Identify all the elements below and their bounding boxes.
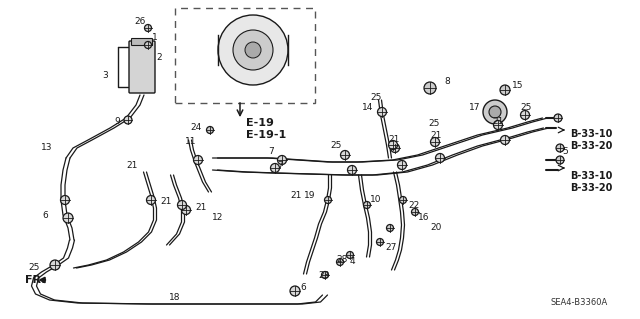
FancyBboxPatch shape — [131, 39, 152, 46]
Circle shape — [554, 114, 562, 122]
Text: FR.: FR. — [25, 275, 45, 285]
Text: 4: 4 — [350, 257, 356, 266]
Circle shape — [489, 106, 501, 118]
Text: 27: 27 — [385, 243, 396, 253]
Text: 17: 17 — [468, 103, 480, 113]
Circle shape — [388, 140, 397, 150]
Circle shape — [218, 15, 288, 85]
Circle shape — [424, 82, 436, 94]
Text: 23: 23 — [319, 271, 330, 279]
Text: 6: 6 — [42, 211, 48, 219]
Circle shape — [61, 196, 70, 204]
Text: 25: 25 — [330, 140, 341, 150]
Circle shape — [177, 201, 186, 210]
Circle shape — [145, 41, 152, 48]
Text: 25: 25 — [428, 118, 440, 128]
Text: 21: 21 — [127, 160, 138, 169]
Circle shape — [412, 209, 419, 216]
Circle shape — [278, 155, 287, 165]
Text: 19: 19 — [303, 190, 315, 199]
Circle shape — [500, 136, 509, 145]
Circle shape — [321, 271, 328, 278]
Text: 14: 14 — [362, 103, 373, 113]
Text: SEA4-B3360A: SEA4-B3360A — [551, 298, 608, 307]
Text: 21: 21 — [291, 190, 302, 199]
Circle shape — [520, 110, 529, 120]
Text: 5: 5 — [562, 147, 568, 157]
Circle shape — [337, 258, 344, 265]
Text: 7: 7 — [268, 147, 274, 157]
Circle shape — [376, 239, 383, 246]
Text: 25: 25 — [520, 103, 531, 113]
Text: B-33-10
B-33-20: B-33-10 B-33-20 — [570, 129, 612, 151]
Text: 3: 3 — [102, 70, 108, 79]
Text: 13: 13 — [40, 144, 52, 152]
Text: B-33-10
B-33-20: B-33-10 B-33-20 — [570, 171, 612, 193]
Circle shape — [483, 100, 507, 124]
Text: 21: 21 — [161, 197, 172, 206]
Text: 1: 1 — [152, 33, 158, 42]
Text: 24: 24 — [191, 123, 202, 132]
FancyBboxPatch shape — [129, 41, 155, 93]
Circle shape — [324, 197, 332, 204]
Circle shape — [233, 30, 273, 70]
Text: 2: 2 — [156, 54, 162, 63]
Circle shape — [556, 156, 564, 164]
Text: 20: 20 — [430, 224, 442, 233]
Circle shape — [378, 108, 387, 116]
Circle shape — [364, 202, 371, 209]
Text: 22: 22 — [408, 201, 419, 210]
Circle shape — [245, 42, 261, 58]
Text: 12: 12 — [212, 213, 223, 222]
Circle shape — [124, 116, 132, 124]
Circle shape — [147, 196, 156, 204]
Circle shape — [145, 25, 152, 32]
Circle shape — [500, 85, 510, 95]
Text: 25: 25 — [370, 93, 381, 102]
Text: 28: 28 — [337, 256, 348, 264]
Circle shape — [193, 155, 202, 165]
Text: 11: 11 — [185, 137, 196, 146]
Text: 25: 25 — [29, 263, 40, 272]
Circle shape — [50, 260, 60, 270]
Circle shape — [346, 251, 353, 258]
Circle shape — [431, 137, 440, 146]
Circle shape — [348, 166, 356, 174]
Circle shape — [290, 286, 300, 296]
Circle shape — [397, 160, 406, 169]
Circle shape — [340, 151, 349, 160]
Text: 21: 21 — [492, 117, 504, 127]
Circle shape — [399, 197, 406, 204]
Circle shape — [63, 213, 73, 223]
Text: 21: 21 — [388, 136, 399, 145]
Text: 8: 8 — [444, 78, 450, 86]
Text: 15: 15 — [512, 80, 524, 90]
Circle shape — [387, 225, 394, 232]
Circle shape — [390, 144, 399, 152]
Text: 26: 26 — [134, 18, 146, 26]
Text: 18: 18 — [169, 293, 180, 302]
Circle shape — [435, 153, 445, 162]
Circle shape — [493, 121, 502, 130]
Circle shape — [207, 127, 214, 133]
Circle shape — [271, 164, 280, 173]
Circle shape — [556, 144, 564, 152]
Text: 21: 21 — [195, 204, 206, 212]
Text: 16: 16 — [418, 213, 429, 222]
Text: 6: 6 — [300, 284, 306, 293]
Text: E-19
E-19-1: E-19 E-19-1 — [246, 118, 286, 140]
Circle shape — [182, 205, 191, 214]
Text: 10: 10 — [370, 196, 381, 204]
Text: 21: 21 — [430, 130, 442, 139]
Text: 9: 9 — [115, 117, 120, 127]
Bar — [175, 8, 315, 103]
Text: 7: 7 — [277, 160, 283, 169]
